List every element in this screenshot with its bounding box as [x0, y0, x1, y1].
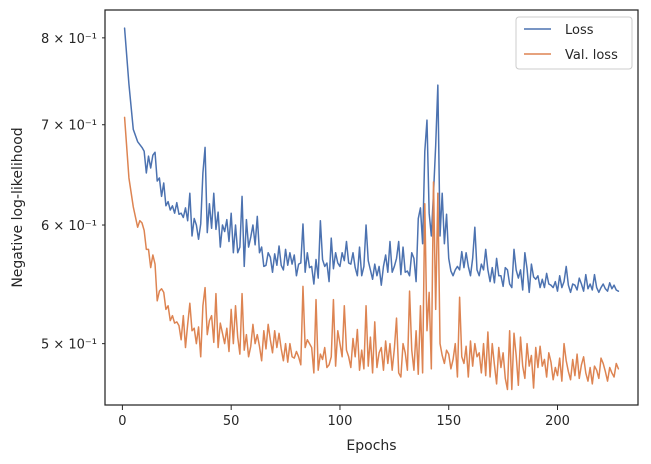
y-tick-label: 6 × 10⁻¹ — [41, 219, 97, 234]
y-tick-label: 8 × 10⁻¹ — [41, 32, 97, 47]
x-tick-label: 200 — [545, 414, 570, 429]
x-tick-label: 50 — [223, 414, 240, 429]
y-tick-label: 7 × 10⁻¹ — [41, 119, 97, 134]
x-tick-label: 100 — [328, 414, 353, 429]
series-line-val-loss — [123, 116, 620, 391]
y-tick-label: 5 × 10⁻¹ — [41, 338, 97, 353]
legend: Loss Val. loss — [515, 16, 633, 70]
x-axis-title: Epochs — [346, 438, 396, 454]
series-layer — [123, 27, 620, 391]
x-tick-label: 150 — [436, 414, 461, 429]
x-axis-ticks: 0 50 100 150 200 — [118, 405, 570, 429]
legend-label-loss: Loss — [565, 23, 594, 38]
x-tick-label: 0 — [118, 414, 126, 429]
series-line-loss — [123, 27, 620, 294]
y-axis-title: Negative log-likelihood — [10, 127, 26, 287]
legend-box — [515, 16, 633, 70]
plot-frame — [104, 9, 639, 406]
legend-label-val-loss: Val. loss — [565, 48, 618, 63]
